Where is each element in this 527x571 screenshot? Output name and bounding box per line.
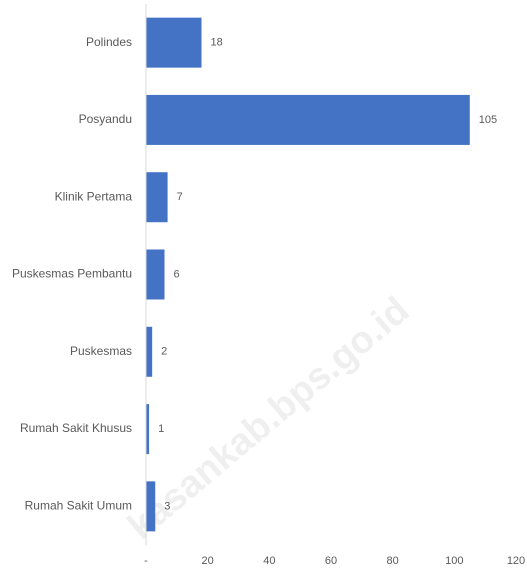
value-label: 105 xyxy=(479,114,497,126)
bar xyxy=(146,249,165,300)
x-tick-label: 120 xyxy=(507,555,525,567)
value-label: 18 xyxy=(211,37,223,49)
y-tick-label: Posyandu xyxy=(79,112,132,126)
y-tick-label: Puskesmas Pembantu xyxy=(12,267,132,281)
bar xyxy=(146,326,153,377)
y-tick-label: Rumah Sakit Umum xyxy=(25,499,132,513)
bar xyxy=(146,172,168,223)
x-tick-label: - xyxy=(144,555,148,567)
value-label: 1 xyxy=(158,423,164,435)
value-label: 3 xyxy=(164,500,170,512)
bar xyxy=(146,404,150,455)
x-tick-label: 80 xyxy=(387,555,399,567)
value-label: 6 xyxy=(174,268,180,280)
y-tick-label: Rumah Sakit Khusus xyxy=(20,421,132,435)
x-tick-label: 100 xyxy=(445,555,463,567)
y-tick-label: Klinik Pertama xyxy=(55,189,133,203)
value-label: 2 xyxy=(161,346,167,358)
x-tick-label: 60 xyxy=(325,555,337,567)
y-tick-label: Puskesmas xyxy=(70,344,132,358)
bar xyxy=(146,481,156,532)
x-tick-label: 20 xyxy=(202,555,214,567)
x-tick-label: 40 xyxy=(263,555,275,567)
bar xyxy=(146,17,202,68)
y-tick-label: Polindes xyxy=(86,35,132,49)
bar xyxy=(146,94,470,145)
value-label: 7 xyxy=(177,191,183,203)
